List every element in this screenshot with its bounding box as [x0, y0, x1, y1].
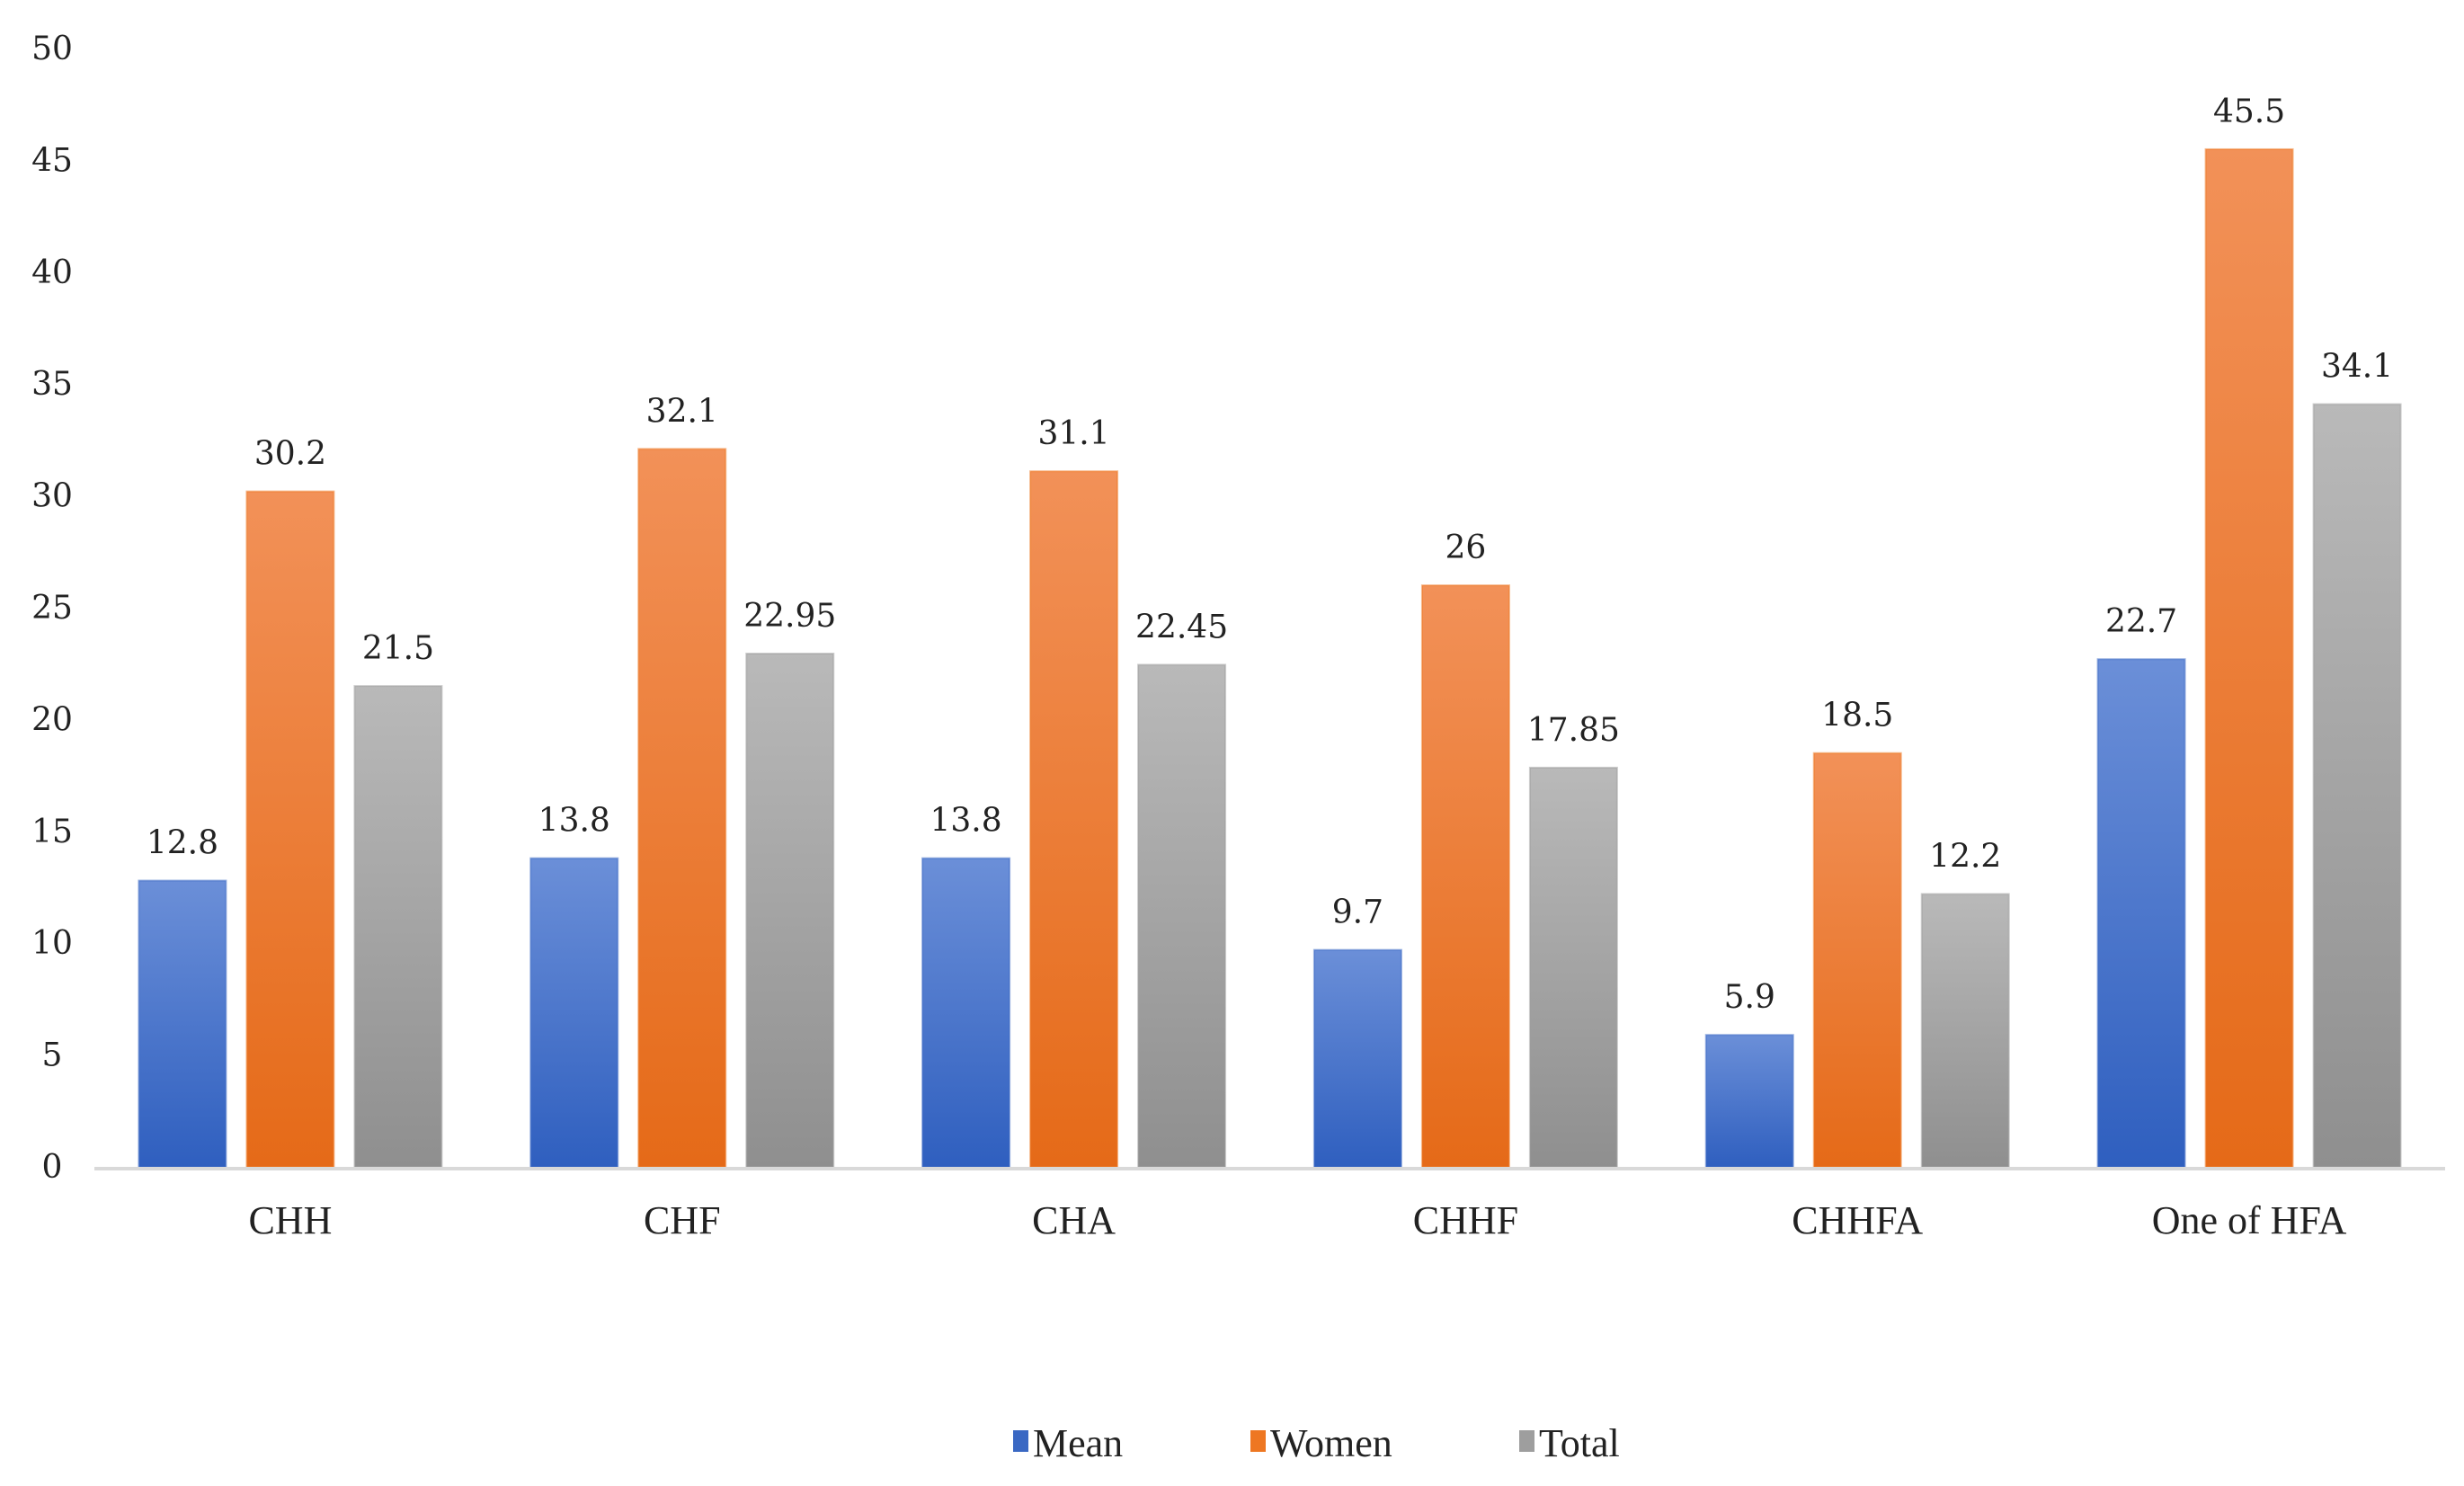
- data-label: 21.5: [362, 630, 434, 667]
- bar-total-2: [1137, 663, 1227, 1168]
- bar-women-0: [245, 490, 335, 1168]
- bar-women-3: [1420, 584, 1510, 1168]
- bar-women-4: [1812, 752, 1902, 1168]
- legend-label-total: Total: [1539, 1421, 1620, 1465]
- x-tick-label: CHF: [644, 1198, 721, 1242]
- y-tick-label: 50: [31, 31, 73, 67]
- data-label: 13.8: [538, 803, 610, 840]
- bar-total-0: [353, 685, 443, 1168]
- data-label: 30.2: [254, 436, 326, 473]
- legend-label-women: Women: [1270, 1421, 1392, 1465]
- data-label: 34.1: [2321, 349, 2393, 386]
- bar-total-5: [2312, 403, 2402, 1169]
- bar-mean-5: [2096, 658, 2186, 1168]
- y-tick-label: 30: [31, 478, 73, 515]
- y-tick-label: 0: [42, 1149, 63, 1186]
- bar-mean-0: [138, 879, 227, 1168]
- data-label: 13.8: [930, 803, 1002, 840]
- y-tick-label: 15: [31, 814, 73, 850]
- x-tick-label: One of HFA: [2152, 1198, 2347, 1242]
- bar-mean-3: [1312, 948, 1402, 1168]
- bar-mean-4: [1704, 1034, 1794, 1169]
- bar-women-2: [1029, 470, 1119, 1168]
- legend-label-mean: Mean: [1033, 1421, 1123, 1465]
- data-label: 17.85: [1527, 712, 1620, 749]
- data-label: 26: [1445, 529, 1487, 566]
- data-label: 12.8: [147, 825, 218, 862]
- bar-total-4: [1920, 893, 2010, 1168]
- y-tick-label: 20: [31, 701, 73, 738]
- y-tick-label: 10: [31, 925, 73, 962]
- y-tick-label: 40: [31, 254, 73, 291]
- bar-mean-1: [529, 857, 619, 1168]
- legend: Mean Women Total: [1013, 1421, 1620, 1465]
- bar-total-3: [1528, 766, 1618, 1169]
- data-label: 9.7: [1332, 894, 1383, 931]
- data-label: 31.1: [1038, 415, 1110, 452]
- x-tick-label: CHHF: [1413, 1198, 1518, 1242]
- x-tick-label: CHA: [1032, 1198, 1116, 1242]
- data-label: 22.95: [743, 598, 836, 635]
- y-axis: 0 5 10 15 20 25 30 35 40 45 50: [31, 31, 73, 1186]
- legend-swatch-mean: [1013, 1430, 1028, 1452]
- data-label: 22.45: [1135, 609, 1228, 645]
- data-label: 45.5: [2213, 93, 2285, 130]
- bar-women-5: [2204, 147, 2294, 1169]
- data-label: 5.9: [1724, 979, 1775, 1016]
- x-axis: CHH CHF CHA CHHF CHHFA One of HFA: [248, 1198, 2346, 1242]
- legend-swatch-women: [1250, 1430, 1266, 1452]
- y-tick-label: 35: [31, 366, 73, 403]
- legend-swatch-total: [1519, 1430, 1534, 1452]
- x-tick-label: CHHFA: [1792, 1198, 1923, 1242]
- data-label: 22.7: [2105, 603, 2177, 640]
- y-tick-label: 25: [31, 590, 73, 627]
- bar-total-1: [745, 653, 835, 1168]
- bar-mean-2: [921, 857, 1011, 1168]
- y-tick-label: 45: [31, 142, 73, 179]
- data-label: 12.2: [1929, 838, 2001, 875]
- bar-women-1: [637, 448, 727, 1168]
- data-label: 18.5: [1821, 698, 1893, 734]
- y-tick-label: 5: [42, 1037, 63, 1074]
- data-label: 32.1: [646, 393, 718, 430]
- x-tick-label: CHH: [248, 1198, 332, 1242]
- plot-area: [138, 147, 2402, 1169]
- data-labels: 12.8 30.2 21.5 13.8 32.1 22.95 13.8 31.1 22.45 9.…: [147, 93, 2393, 1016]
